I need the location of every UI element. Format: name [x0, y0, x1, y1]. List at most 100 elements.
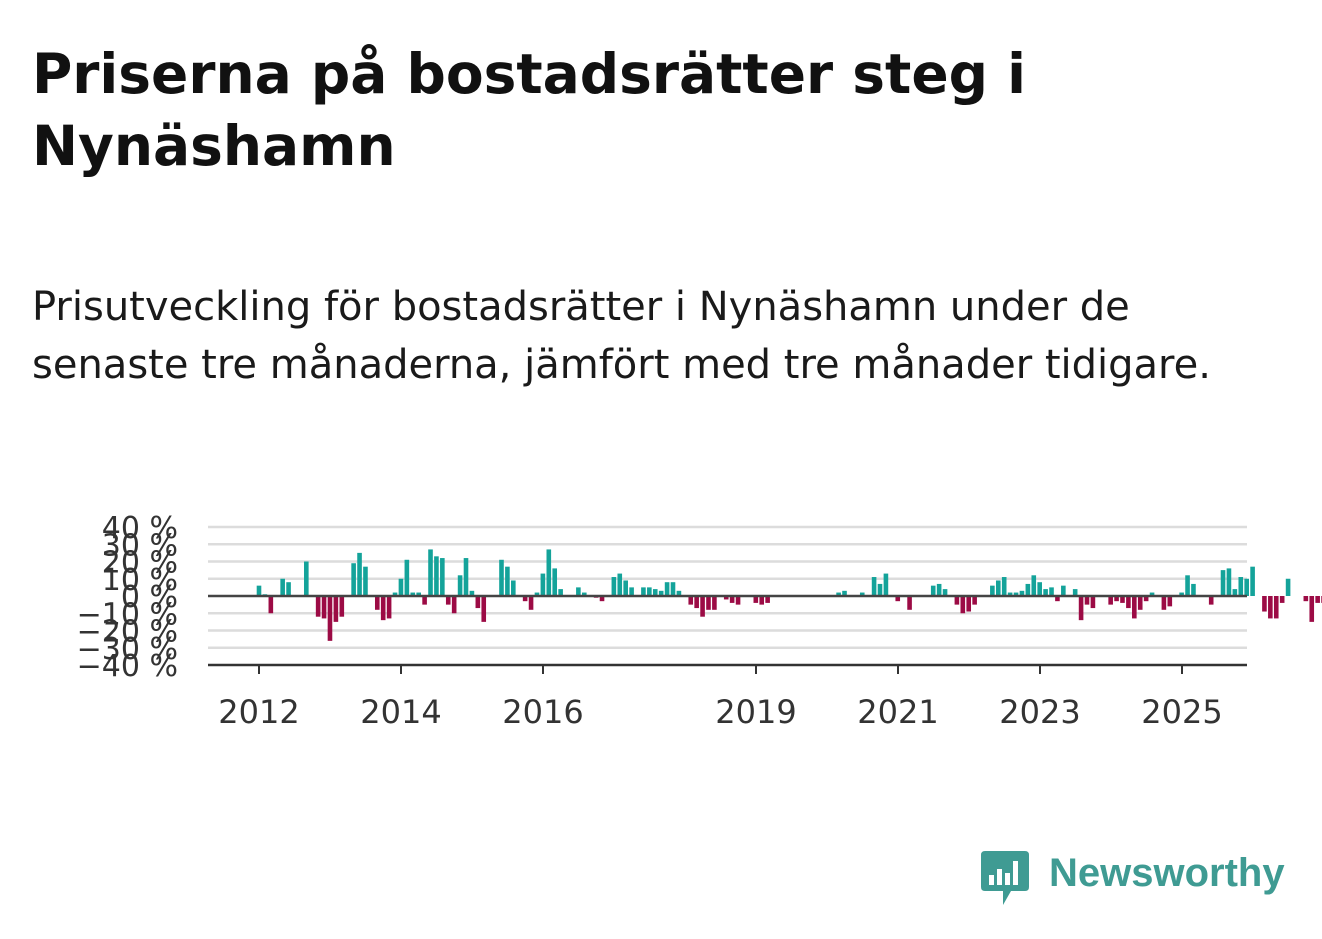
bar: [304, 561, 309, 596]
bar: [1072, 589, 1078, 596]
bar: [1143, 596, 1149, 602]
bar: [954, 596, 960, 605]
y-tick-label: −20 %: [77, 615, 178, 650]
bar: [499, 559, 504, 596]
bar: [936, 583, 942, 596]
bar: [386, 596, 392, 619]
bar: [652, 589, 658, 596]
newsworthy-logo-icon: [981, 851, 1029, 905]
bar: [428, 549, 433, 596]
bar: [511, 580, 516, 596]
bar: [410, 592, 416, 596]
bar: [581, 592, 587, 596]
bar: [1090, 596, 1096, 609]
y-tick-label: 0 %: [121, 580, 178, 615]
bar: [380, 596, 386, 621]
bar: [617, 573, 623, 596]
bar: [1303, 596, 1309, 602]
bar: [1208, 596, 1214, 605]
bar: [1179, 592, 1184, 596]
bar: [1309, 596, 1315, 622]
x-tick-label: 2021: [857, 693, 938, 731]
bar: [286, 582, 291, 596]
bar: [333, 596, 339, 622]
bar: [363, 566, 368, 596]
y-tick-label: 30 %: [102, 528, 178, 563]
bar: [1055, 596, 1060, 602]
bar: [268, 596, 274, 614]
bar: [576, 587, 581, 596]
bar: [995, 580, 1001, 596]
bar: [1084, 596, 1090, 605]
bar: [327, 596, 333, 641]
bar: [960, 596, 966, 614]
bar: [1001, 577, 1007, 596]
bar: [759, 596, 765, 605]
bar: [706, 596, 711, 610]
bar: [1025, 583, 1031, 596]
bar: [552, 568, 558, 596]
bar: [836, 592, 841, 596]
newsworthy-logo: Newsworthy: [981, 849, 1301, 911]
bar: [463, 558, 469, 596]
bar: [966, 596, 972, 612]
bar: [357, 552, 362, 596]
bar: [445, 596, 451, 605]
x-tick-label: 2025: [1141, 693, 1222, 731]
bar: [392, 592, 398, 596]
newsworthy-logo-text: Newsworthy: [1049, 851, 1285, 895]
bar: [871, 577, 877, 596]
bar: [546, 549, 552, 596]
bar: [729, 596, 735, 603]
chart-title: Priserna på bostadsrätter steg i Nynäsha…: [32, 42, 1027, 178]
bar: [280, 578, 285, 596]
bar: [351, 563, 356, 596]
bar: [457, 575, 463, 596]
bar: [256, 585, 262, 596]
bar: [1114, 596, 1119, 602]
bar: [895, 596, 901, 602]
bar: [930, 585, 936, 596]
bar: [700, 596, 705, 617]
bar: [422, 596, 427, 605]
bar: [1285, 578, 1291, 596]
x-tick-label: 2012: [218, 693, 299, 731]
bar: [1268, 596, 1273, 619]
bar: [658, 590, 664, 596]
bar: [883, 573, 889, 596]
bar: [647, 587, 652, 596]
bar: [1132, 596, 1137, 619]
x-tick-label: 2023: [999, 693, 1080, 731]
bar: [629, 587, 634, 596]
bar: [398, 578, 404, 596]
bar: [534, 592, 540, 596]
bar: [374, 596, 380, 610]
bar: [469, 590, 475, 596]
bar: [1031, 575, 1037, 596]
bar: [1226, 568, 1232, 596]
bar: [451, 596, 457, 614]
bar: [1244, 578, 1249, 596]
bar: [942, 589, 948, 596]
bar: [712, 596, 717, 610]
bar-chart: −40 %−30 %−20 %−10 %0 %10 %20 %30 %40 % 2…: [77, 511, 1322, 731]
bar: [1250, 566, 1255, 596]
bar: [1007, 592, 1013, 596]
bar: [1149, 592, 1155, 596]
bar: [475, 596, 481, 609]
bar: [611, 577, 617, 596]
y-tick-label: 10 %: [102, 563, 178, 598]
bar: [1137, 596, 1143, 610]
bar: [1279, 596, 1285, 603]
bar: [599, 596, 605, 602]
bar: [688, 596, 694, 605]
bar: [1191, 583, 1196, 596]
chart-subtitle: Prisutveckling för bostadsrätter i Nynäs…: [32, 284, 1211, 388]
bar: [1126, 596, 1131, 609]
bar: [416, 592, 421, 596]
bar: [1161, 596, 1167, 610]
bar: [859, 592, 865, 596]
bar: [558, 589, 563, 596]
bar: [907, 596, 912, 610]
bar: [404, 559, 410, 596]
